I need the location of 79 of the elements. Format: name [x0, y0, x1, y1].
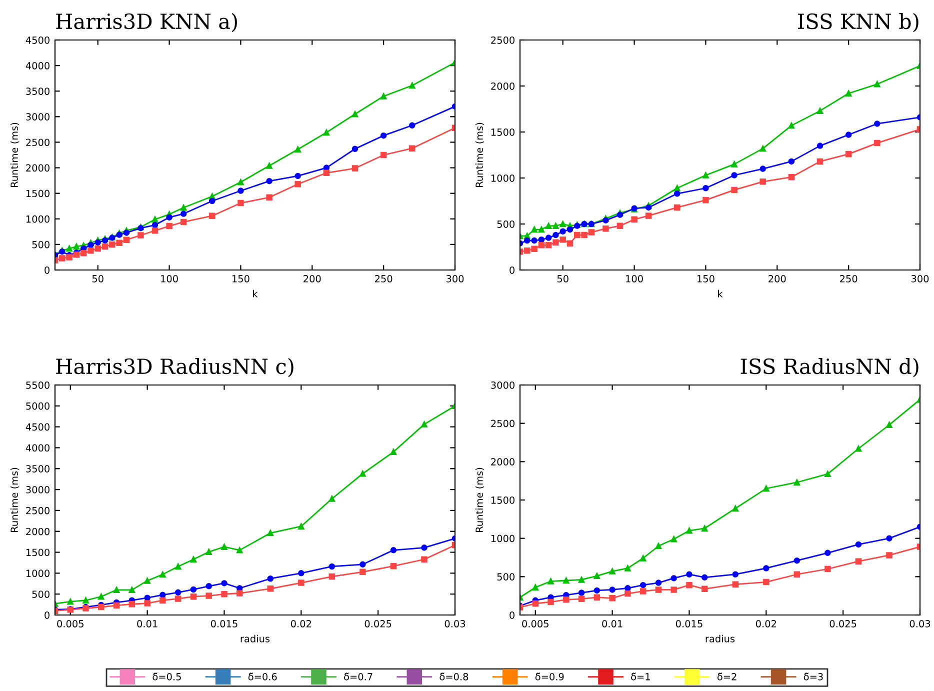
x-tick-label: 150 — [232, 275, 250, 282]
x-tick-label: 0.015 — [676, 620, 702, 628]
x-tick-label: 250 — [840, 275, 858, 282]
y-tick-label: 4500 — [26, 36, 50, 44]
y-tick-label: 500 — [497, 573, 514, 580]
x-tick-label: 0.02 — [756, 620, 776, 628]
legend-label: δ̃=3 — [804, 672, 823, 680]
y-tick-label: 4500 — [26, 423, 50, 431]
y-axis-title: Runtime (ms) — [475, 468, 484, 532]
y-tick-label: 2500 — [491, 36, 514, 44]
y-tick-label: 3000 — [26, 113, 50, 120]
legend-label: δ̃=0.7 — [344, 672, 372, 680]
legend-label: δ̃=0.8 — [440, 672, 468, 680]
chart-title: ISS KNN b) — [798, 13, 918, 32]
y-tick-label: 1500 — [26, 190, 50, 198]
chart-title: ISS RadiusNN d) — [740, 358, 918, 378]
x-axis-title: radius — [706, 634, 735, 642]
y-tick-label: 1000 — [491, 174, 514, 182]
y-tick-label: 2500 — [26, 138, 50, 146]
y-tick-label: 0 — [510, 611, 514, 619]
x-tick-label: 100 — [626, 275, 643, 282]
x-tick-label: 0.01 — [137, 620, 158, 628]
x-tick-label: 50 — [557, 275, 568, 282]
y-tick-label: 2500 — [491, 420, 514, 428]
x-axis-title: k — [253, 290, 258, 298]
y-tick-label: 4000 — [26, 444, 50, 452]
x-tick-label: 50 — [92, 275, 104, 282]
y-axis-title: Runtime (ms) — [10, 468, 20, 532]
x-tick-label: 100 — [161, 275, 178, 282]
y-tick-label: 2000 — [26, 528, 50, 536]
x-tick-label: 300 — [446, 275, 464, 282]
y-tick-label: 1500 — [26, 548, 50, 556]
y-tick-label: 4000 — [26, 62, 50, 70]
x-tick-label: 300 — [911, 275, 929, 282]
y-tick-label: 500 — [32, 590, 50, 598]
y-tick-label: 3000 — [491, 381, 514, 389]
y-axis-title: Runtime (ms) — [10, 122, 20, 187]
legend-label: δ̃=0.6 — [248, 672, 277, 680]
y-tick-label: 2500 — [26, 506, 50, 514]
legend-label: δ̃=0.9 — [535, 672, 564, 680]
y-tick-label: 1500 — [491, 496, 514, 504]
x-tick-label: 0.02 — [290, 620, 312, 628]
y-tick-label: 2000 — [491, 458, 514, 466]
x-tick-label: 0.015 — [210, 620, 238, 628]
y-tick-label: 0 — [44, 611, 50, 619]
legend-label: δ̃=2 — [717, 672, 736, 680]
y-tick-label: 2000 — [491, 82, 514, 90]
x-tick-label: 0.005 — [522, 620, 548, 628]
x-tick-label: 200 — [768, 275, 786, 282]
x-axis-title: k — [718, 290, 723, 298]
x-tick-label: 150 — [698, 275, 714, 282]
y-tick-label: 1000 — [26, 215, 50, 223]
y-tick-label: 3000 — [26, 486, 50, 494]
y-tick-label: 5000 — [26, 402, 50, 410]
y-tick-label: 3500 — [26, 88, 50, 95]
x-tick-label: 0.025 — [364, 620, 392, 628]
x-tick-label: 0.03 — [910, 620, 930, 628]
y-tick-label: 500 — [32, 240, 50, 248]
y-tick-label: 1000 — [26, 570, 50, 578]
x-tick-label: 0.01 — [602, 620, 622, 628]
y-tick-label: 3500 — [26, 465, 50, 472]
y-tick-label: 1500 — [491, 128, 514, 136]
x-axis-title: radius — [240, 634, 270, 642]
y-tick-label: 1000 — [491, 534, 514, 542]
y-tick-label: 5500 — [26, 381, 50, 389]
x-tick-label: 0.03 — [444, 620, 466, 628]
x-tick-label: 0.005 — [57, 620, 84, 628]
y-tick-label: 0 — [44, 266, 50, 274]
x-tick-label: 200 — [304, 275, 321, 282]
legend-label: δ̃=0.5 — [152, 672, 181, 680]
x-tick-label: 0.025 — [830, 620, 856, 628]
y-axis-title: Runtime (ms) — [475, 122, 484, 187]
y-tick-label: 2000 — [26, 164, 50, 172]
chart-title: Harris3D KNN a) — [56, 13, 237, 32]
y-tick-label: 500 — [497, 220, 514, 228]
chart-title: Harris3D RadiusNN c) — [56, 358, 294, 378]
legend-label: δ̃=1 — [631, 672, 650, 680]
x-tick-label: 250 — [375, 275, 392, 282]
y-tick-label: 0 — [510, 266, 514, 274]
